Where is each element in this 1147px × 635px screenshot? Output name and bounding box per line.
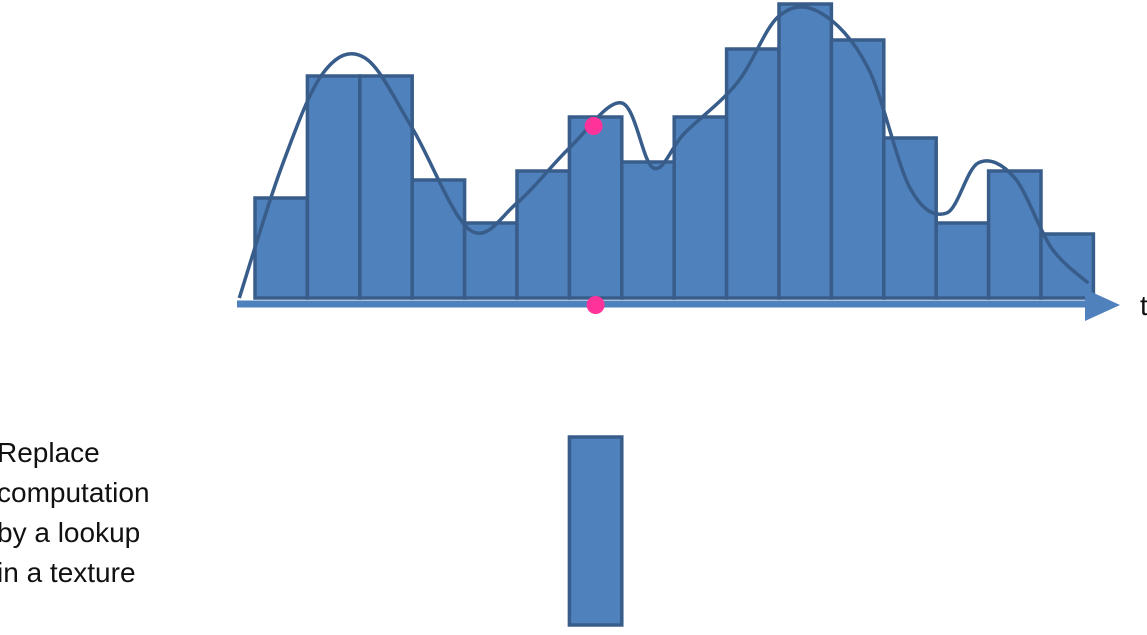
sample-point-on-curve (584, 117, 603, 135)
caption-line-3: by a lookup (0, 517, 141, 548)
caption-line-2: computation (0, 477, 150, 508)
histogram-bar (620, 160, 676, 300)
histogram-bar (305, 74, 362, 300)
histogram-bar (986, 169, 1043, 300)
histogram-bar (724, 47, 781, 300)
histogram-bar (672, 115, 729, 300)
lookup-texture-bin (567, 435, 624, 627)
axis-label-t: t (1140, 290, 1147, 321)
caption-text: Replace computation by a lookup in a tex… (0, 433, 150, 593)
histogram-bar (462, 221, 519, 300)
histogram-bars (253, 2, 1096, 300)
axis-arrowhead (1085, 289, 1120, 321)
caption-line-4: in a texture (0, 557, 136, 588)
histogram-bar (777, 2, 834, 300)
sample-point-on-axis (586, 296, 605, 314)
histogram-bar (829, 38, 886, 300)
histogram-bar (882, 136, 938, 300)
caption-line-1: Replace (0, 437, 100, 468)
histogram-bar (934, 221, 991, 300)
histogram-bar (515, 169, 572, 300)
histogram-bar (358, 74, 414, 300)
continuous-curve (237, 5, 1090, 299)
histogram-bar (410, 178, 467, 300)
histogram-bar (253, 196, 310, 300)
histogram-bar (567, 115, 624, 300)
